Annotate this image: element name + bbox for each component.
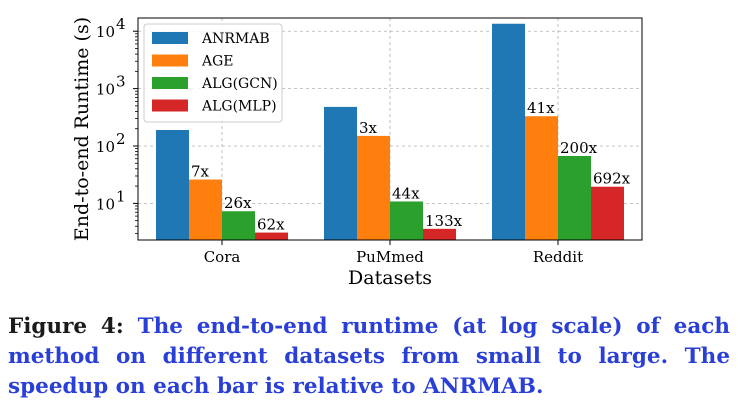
x-tick-label: Reddit xyxy=(533,248,583,266)
speedup-label: 7x xyxy=(191,163,210,181)
speedup-label: 44x xyxy=(392,184,420,202)
speedup-label: 26x xyxy=(224,194,252,212)
speedup-label: 41x xyxy=(527,99,555,117)
y-tick-exponent: 4 xyxy=(116,15,126,33)
bar-alg-mlp- xyxy=(255,232,288,240)
bars-layer xyxy=(156,23,624,241)
bar-alg-gcn- xyxy=(558,155,591,240)
legend-label: AGE xyxy=(201,54,234,70)
y-tick-label: 10 xyxy=(96,81,115,99)
bar-labels-layer: 7x 3x 41x 26x 44x 200x 62x 133x 692x xyxy=(191,99,631,233)
legend-swatch xyxy=(152,54,188,67)
speedup-label: 692x xyxy=(593,170,631,188)
y-tick-label: 10 xyxy=(96,195,115,213)
y-tick-exponent: 1 xyxy=(116,187,126,205)
y-tick-label: 10 xyxy=(96,23,115,41)
x-tick-label: PuMmed xyxy=(356,248,424,266)
x-axis-title: Datasets xyxy=(348,267,432,289)
caption-text: The end-to-end runtime (at log scale) of… xyxy=(8,314,730,399)
legend-swatch xyxy=(152,32,188,44)
figure-caption: Figure 4: The end-to-end runtime (at log… xyxy=(8,312,730,402)
y-tick-exponent: 2 xyxy=(116,130,126,148)
speedup-label: 133x xyxy=(425,212,463,230)
x-tick-label: Cora xyxy=(204,248,241,266)
speedup-label: 62x xyxy=(257,216,285,234)
legend: ANRMAB AGE ALG(GCN) ALG(MLP) xyxy=(143,23,283,123)
bar-alg-mlp- xyxy=(591,186,624,240)
bar-alg-gcn- xyxy=(222,211,255,240)
bar-anrmab xyxy=(156,129,189,240)
legend-swatch xyxy=(152,99,188,112)
bar-anrmab xyxy=(492,23,525,241)
bar-age xyxy=(525,116,558,240)
bar-alg-gcn- xyxy=(390,201,423,240)
bar-alg-mlp- xyxy=(423,228,456,240)
y-tick-label: 10 xyxy=(96,138,115,156)
bar-age xyxy=(189,179,222,240)
bar-anrmab xyxy=(324,106,357,241)
legend-swatch xyxy=(152,77,188,89)
y-tick-exponent: 3 xyxy=(116,73,126,91)
legend-label: ALG(MLP) xyxy=(201,99,277,115)
figure-label: Figure 4: xyxy=(8,314,124,339)
y-axis-title: End-to-end Runtime (s) xyxy=(71,17,93,241)
legend-box xyxy=(143,23,283,123)
speedup-label: 3x xyxy=(359,119,378,137)
bar-age xyxy=(357,135,390,240)
speedup-label: 200x xyxy=(560,139,598,157)
legend-label: ANRMAB xyxy=(201,31,270,47)
legend-label: ALG(GCN) xyxy=(201,76,278,92)
